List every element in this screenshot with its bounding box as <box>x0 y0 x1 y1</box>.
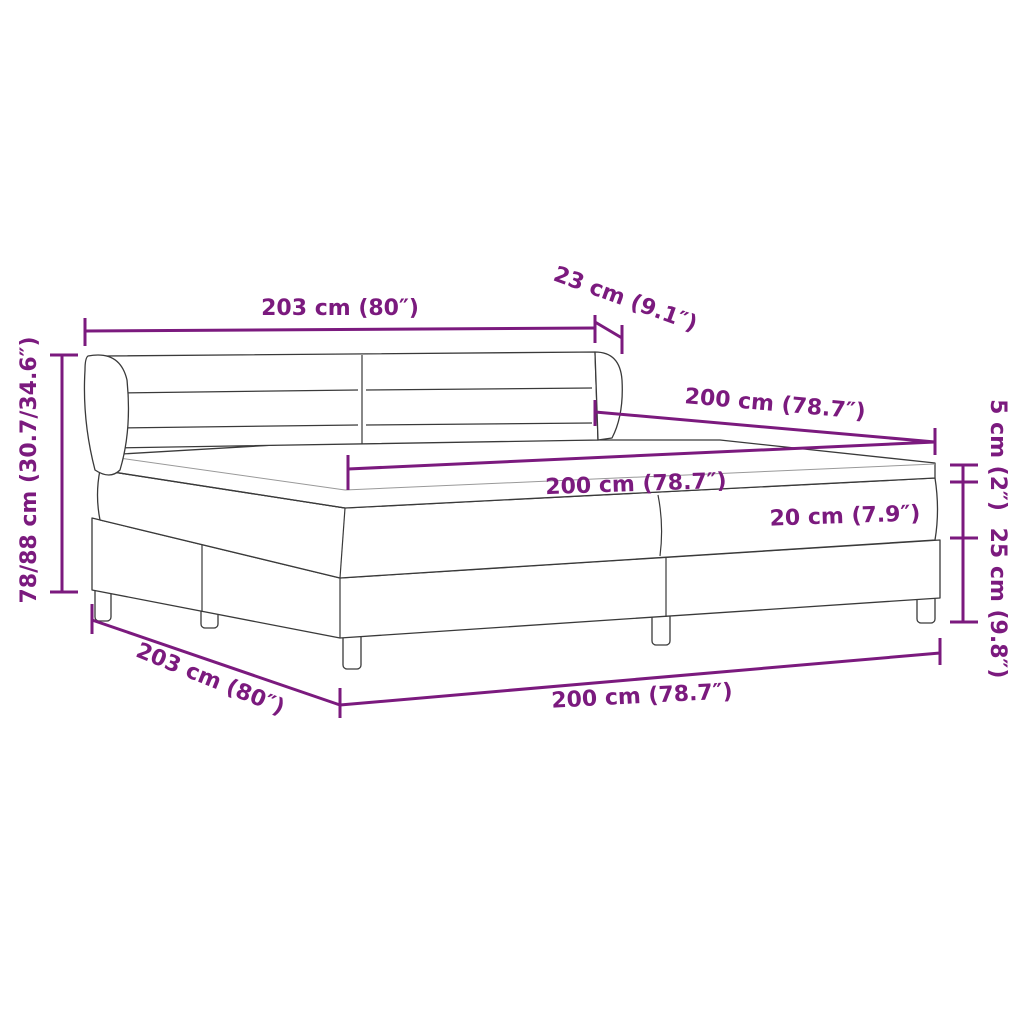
headboard-wing-left <box>83 354 130 476</box>
base-height-label: 25 cm (9.8″) <box>985 528 1010 679</box>
bed-illustration <box>83 351 941 670</box>
headboard <box>104 351 599 449</box>
topper-length-label: 200 cm (78.7″) <box>684 384 867 425</box>
headboard-depth-label: 23 cm (9.1″) <box>550 262 700 337</box>
mattress-height-label: 20 cm (7.9″) <box>769 501 921 531</box>
dimension-lines <box>50 315 978 718</box>
height-label: 78/88 cm (30.7/34.6″) <box>17 336 42 603</box>
mattress <box>96 469 939 579</box>
headboard-wing-right <box>594 351 623 441</box>
headboard-width-label: 203 cm (80″) <box>261 296 419 321</box>
topper-height-label: 5 cm (2″) <box>985 399 1010 511</box>
